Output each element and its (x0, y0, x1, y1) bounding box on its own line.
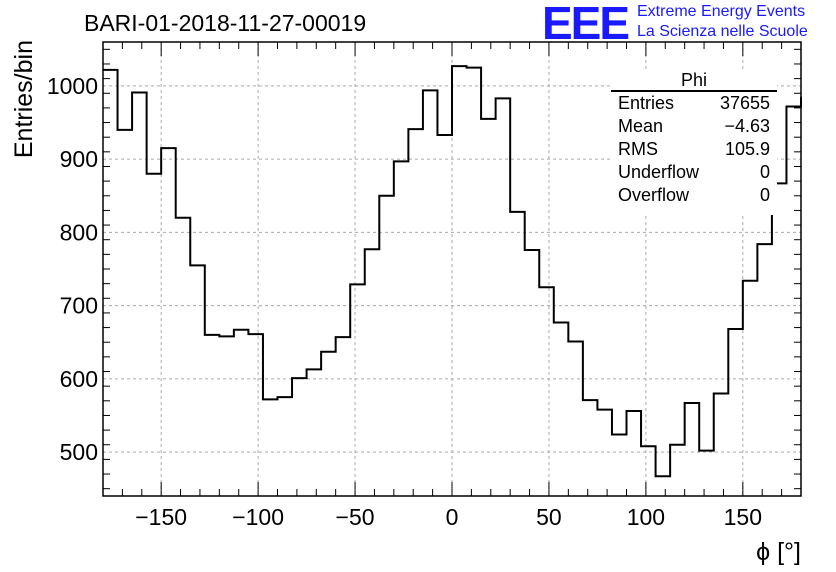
histogram-bin (496, 98, 511, 496)
stats-box: Phi Entries 37655 Mean −4.63 RMS 105.9 U… (611, 70, 777, 215)
histogram-bin (568, 341, 583, 496)
histogram-bin (190, 265, 205, 496)
x-tick-label: 0 (446, 504, 459, 530)
histogram-bin (685, 403, 700, 496)
x-tick-label: −150 (135, 504, 187, 530)
stats-label: RMS (618, 139, 658, 159)
histogram-bin (219, 336, 234, 496)
histogram-bin (437, 135, 452, 496)
stats-row-mean: Mean −4.63 (618, 116, 770, 138)
stats-row-entries: Entries 37655 (618, 93, 770, 115)
histogram-bin (743, 281, 758, 496)
histogram-bin (248, 334, 263, 496)
histogram-bin (336, 337, 351, 496)
y-axis-label: Entries/bin (10, 40, 38, 158)
histogram-bin (467, 68, 482, 496)
histogram-bin (423, 90, 438, 496)
histogram-bin (786, 106, 801, 496)
x-tick-label: −100 (232, 504, 284, 530)
histogram-bin (147, 174, 162, 496)
y-tick-label: 900 (60, 146, 98, 172)
stats-value: 105.9 (724, 139, 770, 159)
histogram-bin (161, 148, 176, 496)
y-tick-label: 1000 (47, 73, 98, 99)
stats-value: 0 (759, 162, 770, 182)
histogram-bin (597, 410, 612, 496)
stats-value: −4.63 (724, 116, 770, 136)
stats-value: 0 (759, 185, 770, 205)
stats-label: Overflow (618, 185, 690, 205)
histogram-bin (234, 330, 249, 496)
histogram-bin (321, 352, 336, 496)
histogram-bin (132, 93, 147, 496)
brand-line-1: Extreme Energy Events (637, 3, 806, 20)
stats-label: Mean (618, 116, 664, 136)
histogram-bin (365, 249, 380, 496)
histogram-bin (510, 212, 525, 496)
stats-value: 37655 (719, 93, 770, 113)
stats-label: Entries (618, 93, 675, 113)
x-axis-label: ϕ [°] (756, 538, 801, 566)
stats-divider (611, 90, 777, 92)
histogram-bin (728, 329, 743, 496)
histogram-bin (394, 161, 409, 496)
histogram-bin (714, 393, 729, 496)
y-tick-label: 600 (60, 366, 98, 392)
histogram-bin (539, 287, 554, 496)
y-tick-label: 500 (60, 439, 98, 465)
histogram-bin (263, 399, 278, 496)
chart-title: BARI-01-2018-11-27-00019 (84, 10, 367, 36)
histogram-bin (408, 129, 423, 496)
histogram-bin (292, 378, 307, 496)
x-tick-label: 100 (627, 504, 665, 530)
histogram-bin (554, 322, 569, 496)
histogram-bin (350, 284, 365, 496)
histogram-bin (452, 66, 467, 496)
histogram-bin (103, 70, 118, 496)
histogram-bin (205, 335, 220, 496)
histogram-bin (379, 196, 394, 496)
stats-row-rms: RMS 105.9 (618, 139, 770, 161)
histogram-bin (670, 445, 685, 496)
histogram-bin (641, 446, 656, 496)
stats-row-overflow: Overflow 0 (618, 185, 770, 207)
histogram-bin (612, 434, 627, 496)
histogram-bin (583, 400, 598, 496)
x-tick-label: 50 (536, 504, 562, 530)
x-tick-label: 150 (724, 504, 762, 530)
histogram-bin (481, 119, 496, 496)
stats-row-underflow: Underflow 0 (618, 162, 770, 184)
histogram-bin (656, 476, 671, 496)
brand-line-2: La Scienza nelle Scuole (637, 23, 808, 40)
histogram-bin (757, 244, 772, 496)
histogram-bin (118, 130, 133, 496)
stats-title: Phi (680, 70, 707, 90)
histogram-bin (772, 183, 787, 496)
x-tick-label: −50 (336, 504, 375, 530)
histogram-bin (176, 218, 191, 496)
y-tick-label: 800 (60, 219, 98, 245)
histogram-bin (525, 250, 540, 496)
y-tick-label: 700 (60, 293, 98, 319)
stats-label: Underflow (618, 162, 700, 182)
histogram-bin (699, 451, 714, 496)
histogram-bin (278, 397, 293, 496)
histogram-bin (627, 411, 642, 496)
eee-logo: EEE (542, 0, 630, 49)
histogram-bin (307, 369, 322, 496)
histogram-series-line (103, 65, 802, 478)
